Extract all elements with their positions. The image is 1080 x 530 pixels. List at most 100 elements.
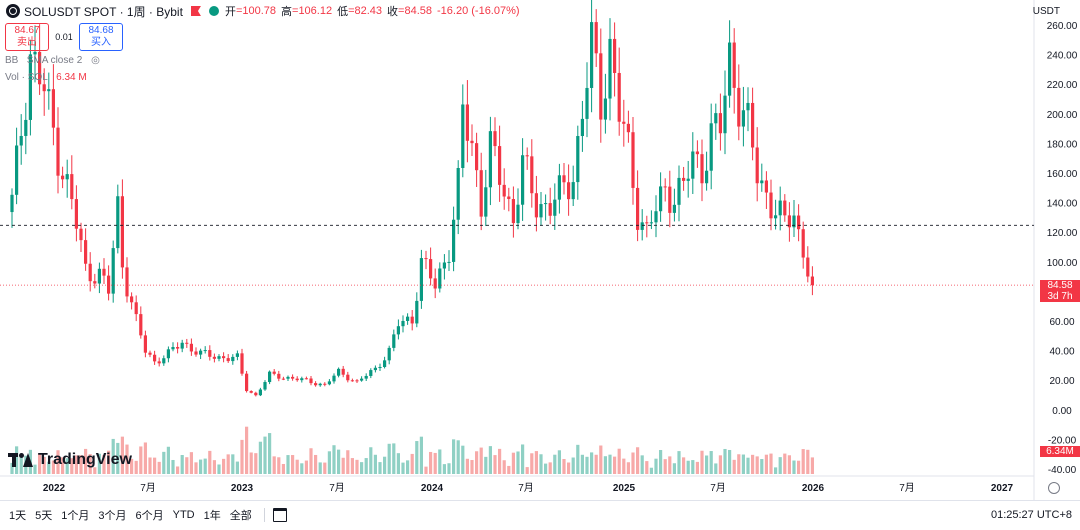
volume-bar: [383, 456, 387, 474]
range-3m-button[interactable]: 3个月: [98, 510, 127, 522]
volume-bar: [677, 451, 681, 474]
candle-body: [107, 275, 111, 294]
volume-bar: [171, 459, 175, 474]
y-tick-label: 180.00: [1047, 139, 1078, 150]
sell-price: 84.67: [14, 25, 40, 36]
volume-bar: [539, 454, 543, 474]
volume-bar: [166, 446, 170, 474]
y-tick-label: 240.00: [1047, 51, 1078, 62]
calendar-icon[interactable]: [272, 508, 287, 522]
volume-bar: [659, 450, 663, 474]
volume-bar: [419, 436, 423, 474]
candle-body: [557, 175, 561, 200]
x-tick-label: 2023: [231, 483, 254, 494]
x-tick-label: 7月: [329, 482, 345, 494]
last-price: 84.58: [1047, 280, 1073, 292]
volume-bar: [755, 456, 759, 474]
candle-body: [452, 219, 456, 262]
candle-body: [74, 199, 78, 229]
volume-bar: [281, 463, 285, 474]
candle-body: [507, 196, 511, 200]
volume-bar: [548, 462, 552, 474]
volume-bar: [364, 458, 368, 474]
volume-bar: [314, 454, 318, 474]
candle-body: [663, 186, 667, 188]
volume-bar: [97, 453, 101, 474]
volume-bar: [525, 467, 529, 474]
settings-icon[interactable]: [1048, 482, 1060, 494]
volume-bar: [235, 461, 239, 474]
volume-bar: [120, 436, 124, 474]
volume-bar: [15, 446, 19, 474]
volume-bar: [801, 449, 805, 474]
candle-body: [212, 356, 216, 359]
candle-body: [470, 140, 474, 144]
volume-bar: [465, 458, 469, 474]
volume-bar: [640, 455, 644, 474]
sell-button[interactable]: 84.67 卖出: [5, 23, 49, 51]
price-chart[interactable]: 260.00 240.00 220.00 200.00 180.00 160.00 140.…: [0, 0, 1080, 500]
volume-bar: [479, 447, 483, 474]
volume-bar: [603, 456, 607, 474]
volume-bar: [212, 460, 216, 474]
candle-body: [461, 104, 465, 168]
candle-body: [392, 334, 396, 348]
candle-body: [562, 175, 566, 183]
candle-body: [378, 367, 382, 369]
buy-price: 84.68: [88, 25, 114, 36]
candle-body: [263, 382, 267, 390]
volume-bar: [447, 463, 451, 474]
candle-body: [116, 196, 120, 249]
range-5d-button[interactable]: 5天: [35, 510, 53, 522]
range-1d-button[interactable]: 1天: [9, 510, 27, 522]
volume-bar: [185, 457, 189, 474]
volume-bar: [774, 467, 778, 474]
flag-icon[interactable]: [190, 6, 201, 16]
symbol-title[interactable]: SOLUSDT SPOT · 1周 · Bybit: [24, 4, 183, 19]
candle-body: [277, 373, 281, 379]
candle-body: [19, 135, 23, 146]
candle-body: [686, 178, 690, 181]
candle-body: [640, 222, 644, 230]
volume-bar: [51, 460, 55, 474]
candle-body: [433, 278, 437, 289]
candle-body: [553, 199, 557, 216]
volume-bar: [732, 459, 736, 474]
volume-bar: [134, 460, 138, 474]
candle-body: [700, 154, 704, 184]
range-6m-button[interactable]: 6个月: [135, 510, 164, 522]
volume-bar: [470, 460, 474, 474]
volume-bar: [19, 455, 23, 474]
low-label: 低: [337, 6, 349, 18]
candle-body: [65, 174, 69, 180]
candle-body: [544, 203, 548, 205]
candle-body: [590, 22, 594, 88]
clock-display[interactable]: 01:25:27 UTC+8: [990, 509, 1072, 521]
range-1m-button[interactable]: 1个月: [61, 510, 90, 522]
volume-bar: [631, 452, 635, 474]
high-value: =106.12: [292, 5, 333, 17]
volume-indicator-legend[interactable]: Vol · SOL 6.34 M: [5, 72, 87, 83]
candle-body: [585, 87, 589, 119]
candle-body: [286, 376, 290, 379]
candle-body: [732, 42, 736, 88]
candle-body: [93, 281, 97, 284]
volume-bar: [530, 453, 534, 474]
candle-body: [130, 296, 134, 303]
range-all-button[interactable]: 全部: [229, 510, 252, 522]
eye-hidden-icon[interactable]: ◎: [91, 55, 100, 66]
volume-bar: [746, 457, 750, 474]
currency-label[interactable]: USDT: [1032, 6, 1060, 17]
buy-button[interactable]: 84.68 买入: [79, 23, 123, 51]
volume-bar: [199, 459, 203, 474]
candle-body: [778, 200, 782, 216]
candle-body: [254, 392, 258, 396]
range-ytd-button[interactable]: YTD: [172, 509, 195, 521]
bb-indicator-legend[interactable]: BB SMA close 2 ◎: [5, 55, 100, 66]
range-1y-button[interactable]: 1年: [203, 510, 221, 522]
candle-body: [705, 170, 709, 184]
tradingview-mark-icon: [8, 453, 34, 467]
volume-bar: [663, 459, 667, 474]
candle-body: [806, 257, 810, 277]
volume-bar: [516, 451, 520, 474]
